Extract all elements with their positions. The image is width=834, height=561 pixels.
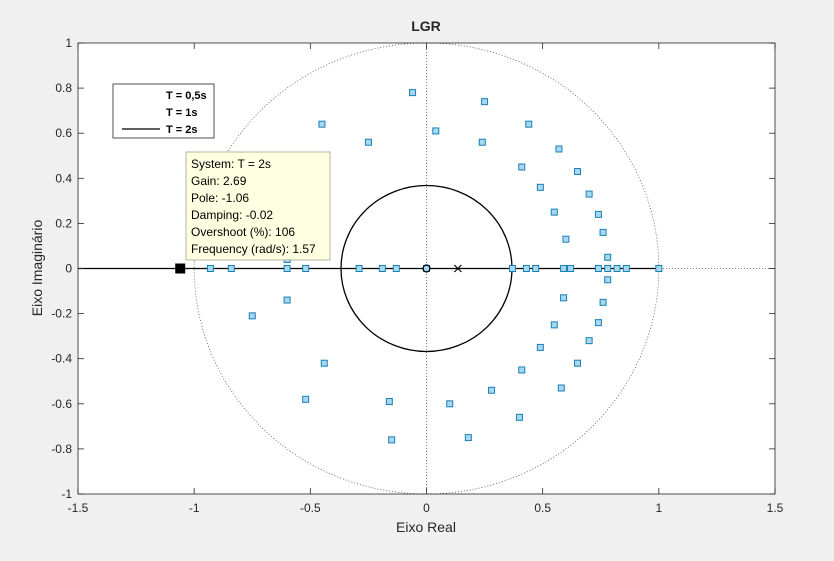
pole-cross-marker — [453, 264, 462, 273]
pole-marker[interactable] — [388, 436, 396, 444]
legend-entry-2: T = 2s — [166, 124, 198, 136]
y-tick-label: 0.6 — [55, 126, 72, 140]
pole-marker[interactable] — [227, 265, 235, 272]
pole-marker[interactable] — [206, 265, 214, 272]
pole-marker[interactable] — [355, 265, 363, 272]
datatip-line-4: Overshoot (%): 106 — [191, 225, 295, 239]
pole-marker[interactable] — [518, 163, 526, 171]
pole-marker[interactable] — [508, 265, 516, 272]
datatip-line-5: Frequency (rad/s): 1.57 — [191, 242, 316, 256]
pole-marker[interactable] — [599, 298, 607, 306]
pole-marker[interactable] — [385, 398, 393, 406]
pole-marker[interactable] — [536, 343, 544, 351]
pole-marker[interactable] — [557, 384, 565, 392]
pole-marker[interactable] — [550, 208, 558, 216]
pole-marker[interactable] — [599, 228, 607, 236]
pole-marker[interactable] — [536, 183, 544, 191]
pole-marker[interactable] — [283, 296, 291, 304]
x-tick-label: 0.5 — [534, 501, 551, 515]
pole-marker[interactable] — [655, 265, 663, 272]
pole-marker[interactable] — [562, 235, 570, 243]
pole-marker[interactable] — [532, 265, 540, 272]
y-axis-label: Eixo Imaginário — [29, 220, 45, 317]
legend[interactable]: T = 0,5s T = 1s T = 2s — [112, 83, 215, 139]
x-axis-label: Eixo Real — [396, 519, 456, 535]
pole-marker[interactable] — [318, 120, 326, 128]
x-tick-label: -1 — [189, 501, 200, 515]
x-tick-label: -0.5 — [300, 501, 321, 515]
pole-marker[interactable] — [488, 386, 496, 394]
y-tick-label: -0.2 — [51, 307, 72, 321]
datatip-box — [185, 151, 331, 261]
y-tick-label: -0.4 — [51, 352, 72, 366]
pole-marker[interactable] — [248, 312, 256, 320]
pole-marker[interactable] — [604, 265, 612, 272]
pole-marker[interactable] — [594, 265, 602, 272]
y-tick-label: 0.8 — [55, 81, 72, 95]
pole-marker[interactable] — [320, 359, 328, 367]
pole-marker[interactable] — [574, 168, 582, 176]
datatip-line-1: Gain: 2.69 — [191, 174, 247, 188]
x-tick-label: -1.5 — [68, 501, 89, 515]
pole-marker[interactable] — [550, 321, 558, 329]
pole-marker[interactable] — [525, 120, 533, 128]
axes-layer: -1.5 -1 -0.5 0 0.5 1 1.510.80.60.40.20-0.2-0.4… — [51, 36, 783, 515]
pole-marker[interactable] — [364, 138, 372, 146]
pole-marker[interactable] — [522, 265, 530, 272]
x-tick-label: 1.5 — [767, 501, 784, 515]
y-tick-label: 0.4 — [55, 171, 72, 185]
zero-marker — [422, 264, 431, 273]
pole-marker[interactable] — [594, 210, 602, 218]
pole-marker[interactable] — [567, 265, 575, 272]
pole-marker[interactable] — [555, 145, 563, 153]
pole-marker[interactable] — [432, 127, 440, 135]
pole-marker[interactable] — [585, 190, 593, 198]
datatip[interactable]: System: T = 2s Gain: 2.69 Pole: -1.06 Da… — [185, 151, 331, 261]
pole-marker[interactable] — [585, 337, 593, 345]
pole-marker[interactable] — [613, 265, 621, 272]
pole-marker[interactable] — [574, 359, 582, 367]
pole-marker[interactable] — [464, 434, 472, 442]
x-tick-label: 0 — [423, 501, 430, 515]
pole-marker[interactable] — [560, 265, 568, 272]
y-tick-label: 0.2 — [55, 216, 72, 230]
legend-entry-0: T = 0,5s — [166, 90, 207, 102]
pole-marker[interactable] — [594, 319, 602, 327]
selected-pole-marker[interactable] — [175, 263, 186, 274]
pole-marker[interactable] — [446, 400, 454, 408]
datatip-line-2: Pole: -1.06 — [191, 191, 249, 205]
y-tick-label: 0 — [65, 262, 72, 276]
datatip-line-0: System: T = 2s — [191, 157, 271, 171]
y-tick-label: -0.6 — [51, 397, 72, 411]
pole-marker[interactable] — [409, 89, 417, 97]
pole-marker[interactable] — [392, 265, 400, 272]
datatip-line-3: Damping: -0.02 — [191, 208, 273, 222]
legend-entry-1: T = 1s — [166, 107, 198, 119]
pole-marker[interactable] — [560, 294, 568, 302]
pole-marker[interactable] — [481, 98, 489, 106]
pole-marker[interactable] — [604, 253, 612, 261]
y-tick-label: 1 — [65, 36, 72, 50]
pole-marker[interactable] — [518, 366, 526, 374]
chart-title: LGR — [411, 18, 441, 34]
y-tick-label: -1 — [61, 487, 72, 501]
points-layer — [175, 89, 663, 444]
pole-marker[interactable] — [478, 138, 486, 146]
pole-marker[interactable] — [378, 265, 386, 272]
pole-marker[interactable] — [515, 413, 523, 421]
pole-marker[interactable] — [622, 265, 630, 272]
pole-marker[interactable] — [302, 265, 310, 272]
pole-marker[interactable] — [283, 265, 291, 272]
pole-marker[interactable] — [604, 276, 612, 284]
pole-marker[interactable] — [302, 395, 310, 403]
y-tick-label: -0.8 — [51, 442, 72, 456]
x-tick-label: 1 — [655, 501, 662, 515]
